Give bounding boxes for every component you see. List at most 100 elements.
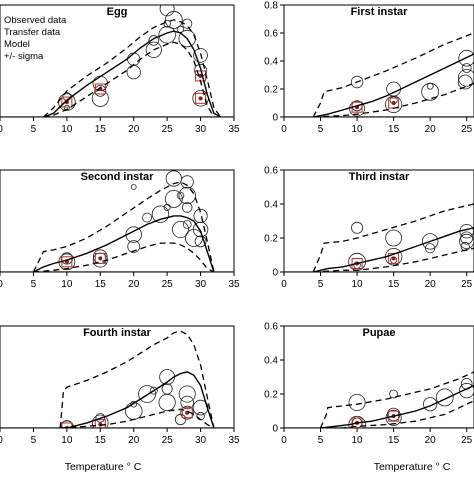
x-tick-label: 5 [31, 435, 37, 446]
x-tick-label: 0 [0, 279, 3, 290]
observed-point [142, 213, 151, 222]
x-tick-label: 35 [228, 435, 240, 446]
x-tick-label: 20 [128, 279, 140, 290]
y-tick-label: 0.2 [264, 234, 278, 245]
panel-title: Third instar [349, 171, 410, 183]
x-tick-label: 0 [281, 435, 287, 446]
x-tick-label: 0 [281, 279, 287, 290]
y-tick-label: 0.2 [264, 390, 278, 401]
legend-item-sigma: +/- sigma [4, 51, 44, 62]
y-tick-label: 0.8 [264, 1, 278, 12]
panel-frame [284, 170, 474, 272]
x-tick-label: 35 [228, 279, 240, 290]
x-tick-label: 10 [61, 279, 73, 290]
x-tick-label: 10 [352, 124, 364, 135]
transfer-dot [392, 256, 396, 260]
x-tick-label: 15 [388, 279, 400, 290]
y-tick-label: 0 [272, 424, 278, 435]
plot-area [0, 171, 234, 272]
transfer-dot [392, 101, 396, 105]
panel-title: Egg [107, 6, 128, 18]
x-tick-label: 20 [425, 124, 437, 135]
observed-point [427, 83, 433, 89]
observed-point [179, 386, 195, 402]
x-tick-label: 0 [0, 435, 3, 446]
x-tick-label: 0 [281, 124, 287, 135]
panel-title: Pupae [362, 327, 395, 339]
sigma-line [33, 182, 214, 272]
x-tick-label: 25 [461, 435, 473, 446]
observed-point [160, 2, 174, 16]
observed-point [181, 176, 193, 188]
observed-point [387, 82, 401, 96]
observed-point [159, 394, 175, 410]
y-tick-label: 0.6 [264, 322, 278, 333]
x-axis-label-right: Temperature ° C [374, 461, 451, 473]
x-tick-label: 15 [95, 435, 107, 446]
x-tick-label: 10 [352, 435, 364, 446]
observed-point [349, 394, 365, 410]
x-tick-label: 5 [318, 435, 324, 446]
transfer-dot [98, 256, 102, 260]
observed-point [125, 403, 142, 420]
y-tick-label: 0.2 [264, 85, 278, 96]
x-tick-label: 25 [162, 435, 174, 446]
observed-point [162, 384, 172, 394]
observed-point [164, 20, 171, 27]
legend: Observed data Transfer data Model +/- si… [4, 15, 67, 62]
x-tick-label: 5 [31, 279, 37, 290]
legend-item-transfer: Transfer data [4, 27, 61, 38]
y-tick-label: 0 [272, 113, 278, 124]
y-tick-label: 0.6 [264, 29, 278, 40]
x-tick-label: 15 [95, 279, 107, 290]
x-tick-label: 25 [461, 124, 473, 135]
y-tick-label: 0.4 [264, 356, 278, 367]
model-line [60, 372, 214, 428]
observed-point [131, 185, 136, 190]
x-tick-label: 25 [461, 279, 473, 290]
x-tick-label: 20 [128, 435, 140, 446]
sigma-line [313, 204, 474, 272]
x-tick-label: 30 [195, 279, 207, 290]
x-tick-label: 20 [425, 435, 437, 446]
panel-title: Second instar [81, 171, 154, 183]
observed-point [127, 66, 140, 79]
x-tick-label: 30 [195, 124, 207, 135]
observed-point [175, 414, 185, 424]
x-tick-label: 20 [128, 124, 140, 135]
panels: 0 5 10 15 20 25 30 35 Egg 0 5 10 15 20 25 0 0.2 0.4 0.6 0.8… [0, 1, 474, 447]
panel-3: 0 5 10 15 20 25 30 35 Second instar [0, 170, 240, 290]
y-tick-label: 0.4 [264, 200, 278, 211]
x-tick-label: 20 [425, 279, 437, 290]
x-tick-label: 5 [318, 124, 324, 135]
y-tick-label: 0 [272, 268, 278, 279]
observed-point [351, 222, 362, 233]
x-tick-label: 30 [195, 435, 207, 446]
x-axis-label-left: Temperature ° C [65, 461, 142, 473]
observed-point [436, 389, 453, 406]
observed-point [386, 230, 402, 246]
plot-area [284, 33, 474, 117]
x-tick-label: 25 [162, 279, 174, 290]
plot-area [0, 331, 234, 435]
x-tick-label: 15 [388, 124, 400, 135]
x-tick-label: 0 [0, 124, 3, 135]
observed-point [462, 64, 471, 73]
observed-point [92, 90, 108, 106]
panel-title: First instar [351, 6, 409, 18]
x-tick-label: 10 [352, 279, 364, 290]
plot-area [284, 204, 474, 272]
x-tick-label: 15 [95, 124, 107, 135]
x-tick-label: 35 [228, 124, 240, 135]
x-tick-label: 10 [61, 124, 73, 135]
panel-frame [284, 5, 474, 117]
panel-frame [284, 326, 474, 428]
legend-item-model: Model [4, 39, 30, 50]
plot-area [284, 372, 474, 433]
panel-title: Fourth instar [83, 327, 152, 339]
observed-point [128, 53, 140, 65]
